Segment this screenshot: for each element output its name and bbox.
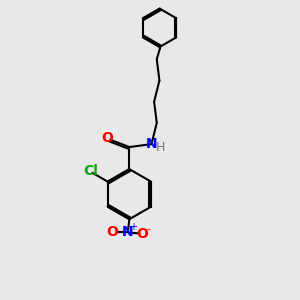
Text: O: O [137,227,148,241]
Text: +: + [129,222,137,232]
Text: -: - [146,224,151,234]
Text: N: N [122,225,134,239]
Text: N: N [146,137,157,151]
Text: Cl: Cl [83,164,98,178]
Text: O: O [101,131,113,145]
Text: O: O [107,225,118,239]
Text: H: H [156,141,165,154]
